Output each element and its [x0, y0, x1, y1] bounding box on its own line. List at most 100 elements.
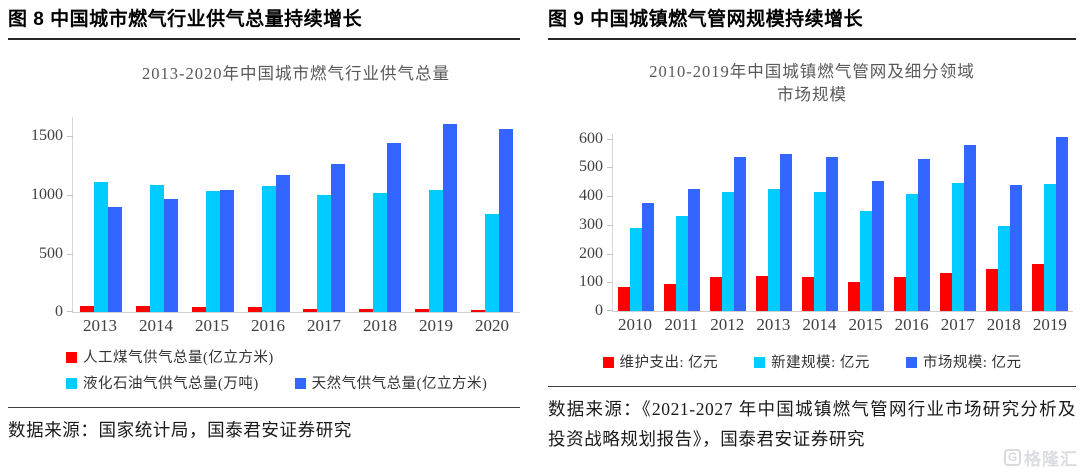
figure-8-legend: 人工煤气供气总量(亿立方米) 液化石油气供气总量(万吨) 天然气供气总量(亿立方米): [66, 346, 536, 398]
bar-group-2017: [935, 134, 981, 311]
x-axis-label: 2014: [802, 315, 837, 334]
bar: [1044, 184, 1056, 311]
figure-9-panel: 图 9 中国城镇燃气管网规模持续增长 2010-2019年中国城镇燃气管网及细分…: [548, 4, 1076, 454]
legend-item: 液化石油气供气总量(万吨): [66, 372, 259, 396]
figure-8-caption: 图 8 中国城市燃气行业供气总量持续增长: [8, 4, 520, 40]
bar: [219, 190, 234, 312]
bar-group-2013: [73, 117, 129, 312]
bar: [768, 189, 780, 311]
bar: [499, 129, 514, 312]
legend-label: 市场规模: 亿元: [922, 355, 1022, 371]
legend-swatch-icon: [905, 357, 917, 368]
bar: [780, 154, 792, 311]
bar-group-2012: [705, 134, 751, 311]
figure-9-plot-area: 0 100 200 300 400 500 600: [579, 130, 1073, 319]
legend-label: 维护支出: 亿元: [619, 355, 719, 371]
y-tick-label: 300: [579, 215, 603, 233]
bar: [894, 277, 906, 311]
y-tick-mark: [67, 311, 73, 312]
bar: [918, 159, 930, 311]
bar: [964, 145, 976, 311]
bar: [275, 175, 290, 312]
bar: [630, 228, 642, 311]
legend-swatch-icon: [754, 357, 766, 368]
bar: [1010, 185, 1022, 311]
bar-group-2014: [129, 117, 185, 312]
bar-group-2015: [185, 117, 241, 312]
x-axis-label: 2019: [1032, 315, 1067, 334]
bar-group-2017: [297, 117, 353, 312]
figure-9-caption: 图 9 中国城镇燃气管网规模持续增长: [548, 4, 1076, 40]
bar: [722, 192, 734, 311]
bar: [814, 192, 826, 311]
y-tick-label: 0: [55, 303, 63, 320]
bar-group-2010: [613, 134, 659, 311]
figure-9-legend: 维护支出: 亿元 新建规模: 亿元 市场规模: 亿元: [548, 351, 1076, 377]
figure-9-x-axis-labels: 2010 2011 2012 2013 2014 2015 2016 2017 2018 2019: [612, 315, 1073, 335]
x-axis-label: 2020: [475, 316, 509, 335]
x-axis-label: 2013: [83, 316, 117, 335]
bar: [664, 284, 676, 311]
bar: [940, 273, 952, 311]
y-tick-label: 600: [579, 129, 603, 147]
y-tick-label: 400: [579, 187, 603, 205]
bar: [205, 191, 220, 312]
bar: [998, 226, 1010, 311]
bar-group-2015: [843, 134, 889, 311]
legend-item: 市场规模: 亿元: [905, 351, 1022, 375]
figure-9-source-note: 数据来源：《2021-2027 年中国城镇燃气管网行业市场研究分析及投资战略规划…: [548, 386, 1076, 454]
bar: [734, 157, 746, 311]
bar: [986, 269, 998, 311]
x-axis-label: 2013: [756, 315, 791, 334]
bar: [387, 143, 402, 312]
bar: [359, 309, 374, 312]
x-axis-label: 2016: [251, 316, 285, 335]
x-axis-label: 2015: [195, 316, 229, 335]
bar: [952, 183, 964, 311]
x-axis-label: 2017: [307, 316, 341, 335]
bar: [860, 211, 872, 311]
x-axis-label: 2015: [848, 315, 883, 334]
legend-swatch-icon: [66, 378, 77, 389]
bar: [415, 309, 430, 312]
figure-8-source-note: 数据来源：国家统计局，国泰君安证券研究: [8, 407, 520, 445]
y-tick-label: 0: [595, 302, 603, 319]
y-tick-label: 200: [579, 244, 603, 262]
x-axis-label: 2014: [139, 316, 173, 335]
bar: [802, 277, 814, 311]
bar: [485, 214, 500, 312]
bar: [443, 124, 458, 312]
y-tick-mark: [607, 253, 613, 255]
legend-swatch-icon: [294, 378, 306, 389]
bar: [331, 164, 346, 312]
bar: [642, 203, 654, 311]
bar-group-2016: [241, 117, 297, 312]
bar: [710, 277, 722, 311]
bar: [107, 207, 122, 312]
bar: [1032, 264, 1044, 311]
bar: [618, 287, 630, 311]
bar: [676, 216, 688, 311]
y-tick-label: 100: [579, 273, 603, 291]
bar-group-2014: [797, 134, 843, 311]
y-tick-mark: [607, 310, 613, 311]
figure-8-plot-area: 0 500 1000 1500: [31, 117, 520, 320]
bar: [872, 181, 884, 311]
y-tick-label: 500: [39, 244, 63, 262]
bar: [848, 282, 860, 311]
legend-item: 维护支出: 亿元: [602, 351, 719, 375]
x-axis-label: 2017: [940, 315, 975, 334]
bar: [79, 306, 94, 312]
bar-group-2011: [659, 134, 705, 311]
y-tick-label: 500: [579, 158, 603, 176]
bar: [247, 307, 262, 312]
bar-group-2018: [981, 134, 1027, 311]
y-tick-mark: [67, 136, 73, 138]
bar-group-2019: [408, 117, 464, 312]
x-axis-label: 2018: [363, 316, 397, 335]
bar: [163, 199, 178, 312]
x-axis-label: 2018: [986, 315, 1021, 334]
bar: [317, 195, 332, 312]
bar: [1056, 137, 1068, 311]
